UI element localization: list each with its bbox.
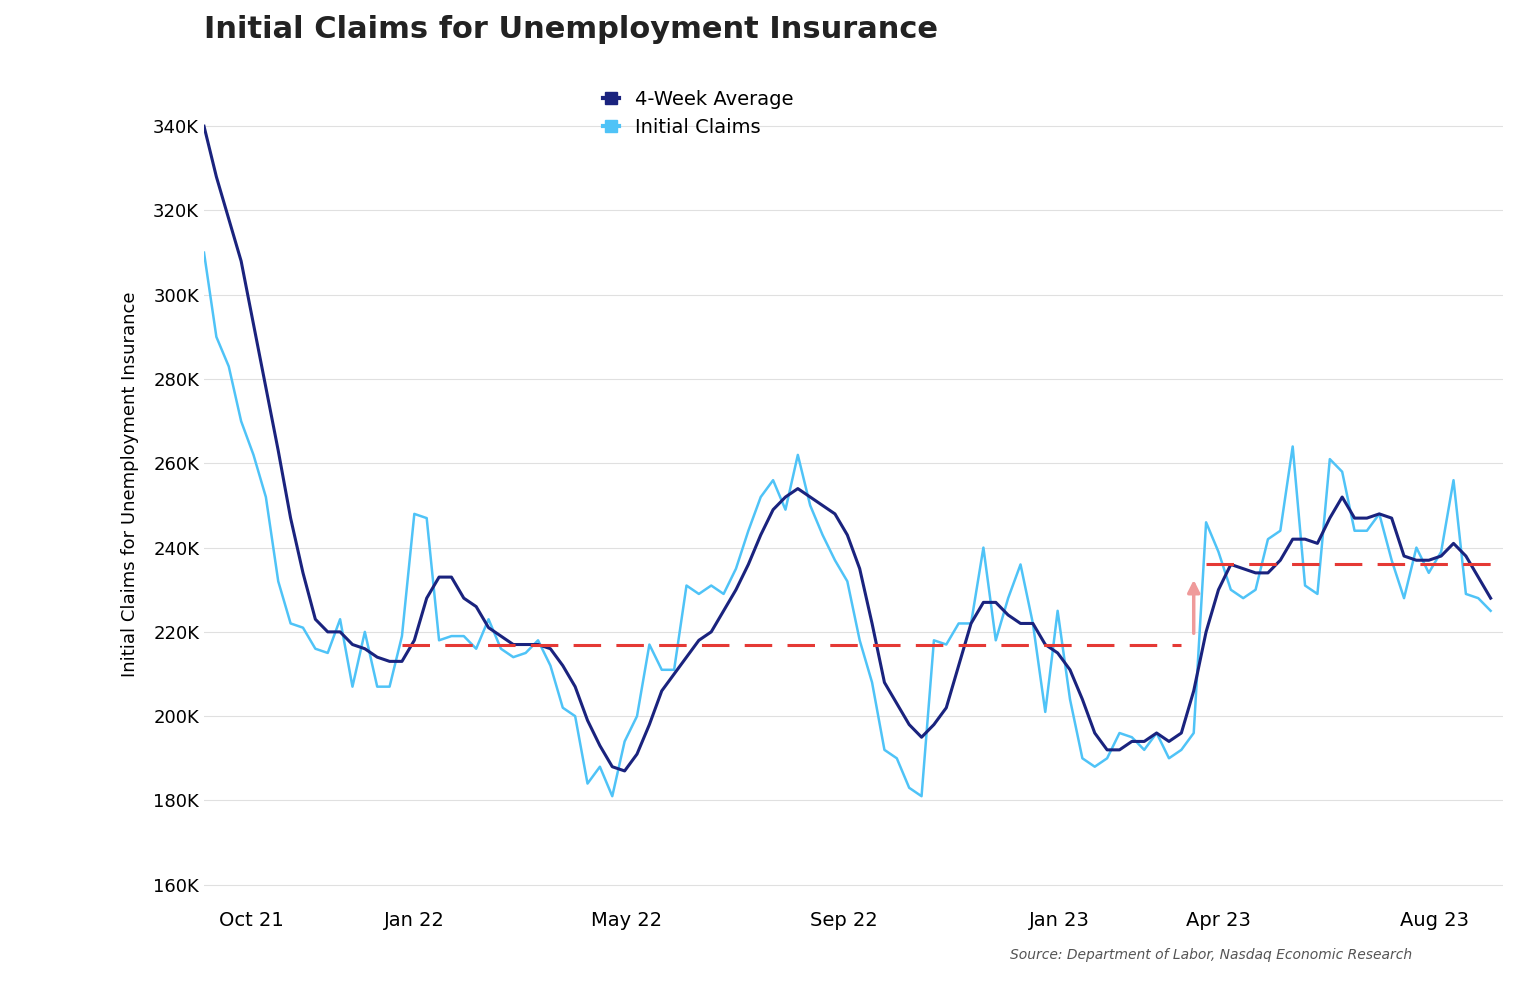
Text: Initial Claims for Unemployment Insurance: Initial Claims for Unemployment Insuranc…	[203, 15, 938, 44]
Y-axis label: Initial Claims for Unemployment Insurance: Initial Claims for Unemployment Insuranc…	[121, 291, 140, 677]
Legend: 4-Week Average, Initial Claims: 4-Week Average, Initial Claims	[604, 90, 792, 138]
Text: Source: Department of Labor, Nasdaq Economic Research: Source: Department of Labor, Nasdaq Econ…	[1009, 949, 1412, 962]
